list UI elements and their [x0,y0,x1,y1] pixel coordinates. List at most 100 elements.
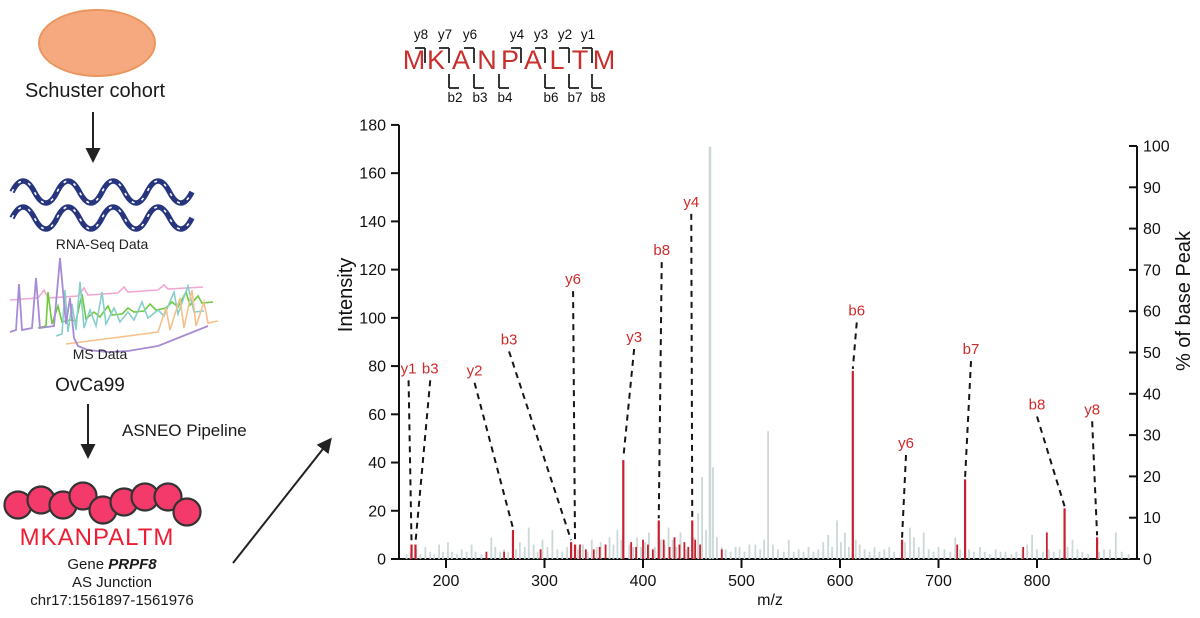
annotation-dashed-line [473,382,514,529]
ion-annotation-label: y6 [565,271,581,288]
residue-letter: L [549,45,564,75]
ms-data-label: MS Data [72,346,128,362]
left-axis-title: Intensity [335,258,357,332]
b-ion-label: b4 [497,90,513,105]
cohort-ellipse [38,9,156,77]
residue-letter: T [572,45,589,75]
right-axis-tick: 0 [1143,552,1152,569]
axes [391,123,1140,568]
gene-name: PRPF8 [108,556,157,573]
annotation-dashed-line [1091,421,1099,536]
x-axis-tick: 500 [728,573,755,590]
ion-annotation-label: b8 [1029,396,1046,413]
matched-peaks [485,532,1048,559]
right-axis-tick: 50 [1143,345,1161,362]
ion-annotation-label: y4 [683,194,699,211]
ion-annotation-label: b7 [963,341,980,358]
residue-letter: N [477,45,497,75]
gene-label: Gene PRPF8 [67,556,156,573]
rna-seq-label: RNA-Seq Data [55,236,149,252]
y-ion-label: y8 [414,27,428,42]
x-axis-tick: 600 [827,573,854,590]
ion-annotation-label: b8 [653,242,670,259]
as-junction-label: AS Junction [71,574,153,591]
y-ion-label: y6 [463,27,477,42]
x-axis-tick: 300 [531,573,558,590]
left-axis-tick: 20 [368,503,386,520]
annotation-dashed-line [690,213,694,519]
ms-chromatogram-icon [9,257,219,353]
annotation-dashed-line [622,348,636,459]
right-axis-tick: 10 [1143,510,1161,527]
annotation-dashed-line [901,455,907,538]
annotation-dashed-line [1036,416,1066,507]
y-ion-label: y1 [581,27,595,42]
arrow-to-spectrum [232,437,332,564]
residue-letter: A [452,45,470,75]
ion-annotation-label: y1 [401,360,417,377]
right-axis-tick: 80 [1143,221,1161,238]
b-ion-label: b3 [472,90,487,105]
right-axis-tick: 100 [1143,139,1170,156]
background-peaks [405,431,1130,559]
left-axis-tick: 140 [359,214,386,231]
right-axis-tick: 40 [1143,386,1161,403]
ion-annotation-label: b3 [501,331,518,348]
tick-labels: 0 20 40 60 80 100 120 140 160 180 0 10 20 30 40 50 60 70 8… [359,117,1170,590]
peptide-sequence-label: MKANPALTM [19,524,175,551]
right-axis-tick: 30 [1143,428,1161,445]
cohort-label: Schuster cohort [24,80,166,102]
annotation-lines [407,213,1099,543]
right-axis-title: % of base Peak [1173,230,1195,371]
left-axis-tick: 100 [359,310,386,327]
sample-label: OvCa99 [55,375,125,396]
residue-letter: A [524,45,542,75]
rna-helix-icon [9,178,195,232]
y-ion-label: y7 [438,27,452,42]
x-axis-tick: 700 [925,573,952,590]
annotation-dashed-line [508,351,573,541]
right-axis-tick: 60 [1143,304,1161,321]
fragment-ion-labels: y8 y7 y6 y4 y3 y2 y1 b2 b3 b4 b6 b7 b8 [414,27,606,105]
residue-letter: P [501,45,519,75]
b-ion-label: b6 [543,90,558,105]
annotation-dashed-line [572,291,577,543]
ion-annotation-label: y2 [467,363,483,380]
b-ion-label: b2 [447,90,462,105]
x-axis-title: m/z [757,592,783,609]
b-ion-label: b7 [567,90,582,105]
left-axis-tick: 160 [359,166,386,183]
y-ion-label: y2 [558,27,572,42]
junction-coordinates: chr17:1561897-1561976 [30,592,194,609]
annotation-labels: y1 b3 y2 b3 y6 y3 b8 y4 b6 y6 b7 b8 y8 [401,194,1100,452]
residue-letter: M [593,45,616,75]
annotation-dashed-line [657,262,663,519]
left-axis-tick: 180 [359,117,386,134]
right-axis-tick: 20 [1143,469,1161,486]
annotation-dashed-line [851,322,858,369]
ms2-spectrum: 0 20 40 60 80 100 120 140 160 180 0 10 20 30 40 50 60 70 8… [335,117,1195,609]
residue-letter: M [403,45,426,75]
x-axis-tick: 200 [433,573,460,590]
ion-annotation-label: b6 [848,302,865,319]
right-axis-tick: 90 [1143,180,1161,197]
residue-letter: K [427,45,445,75]
left-axis-tick: 120 [359,262,386,279]
fragment-marks [415,47,602,89]
y-ion-label: y4 [510,27,525,42]
ion-annotation-label: b3 [422,360,439,377]
annotated-peaks [410,370,1099,559]
left-axis-tick: 80 [368,359,386,376]
x-axis-tick: 400 [630,573,657,590]
annotation-dashed-line [407,380,413,543]
left-axis-tick: 40 [368,455,386,472]
ion-annotation-label: y3 [626,329,642,346]
y-ion-label: y3 [534,27,548,42]
b-ion-label: b8 [590,90,605,105]
ion-annotation-label: y6 [898,435,914,452]
annotation-dashed-line [964,360,973,478]
